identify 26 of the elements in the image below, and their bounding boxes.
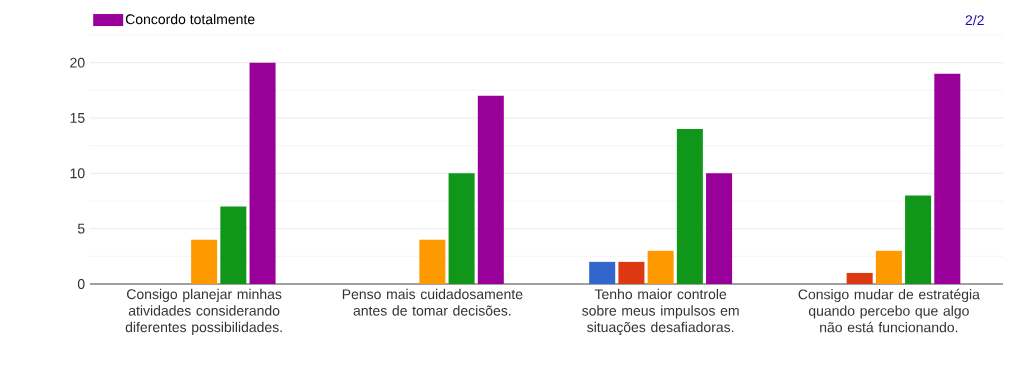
y-tick-label: 20 [70,57,85,68]
bar [706,173,733,284]
x-tick-label: Tenho maior controle sobre meus impulsos em situações desafiadoras. [582,288,739,335]
bar [249,62,276,284]
x-tick-label: Penso mais cuidadosamente antes de tomar decisões. [342,288,523,316]
y-tick-label: 0 [77,279,85,289]
bar [191,239,218,284]
x-tick-label: Consigo planejar minhas atividades considerando diferentes possibilidades. [125,288,282,335]
bar [618,261,645,284]
y-tick-label: 15 [70,113,85,123]
bar [905,195,932,284]
bar [448,173,475,284]
bar [676,129,703,284]
y-tick-label: 5 [77,223,85,234]
bar [220,206,247,284]
legend-label: Concordo totalmente [125,13,255,25]
bar [589,261,616,284]
text: 2/2 [965,14,984,26]
bar [934,73,961,284]
x-tick-label: Consigo mudar de estratégia quando percebo que algo não está funcionando. [798,288,980,333]
bar [846,272,873,284]
y-tick-label: 10 [70,168,85,179]
bar [477,95,504,284]
bar [419,239,446,284]
bar [647,250,674,284]
bar [875,250,902,284]
